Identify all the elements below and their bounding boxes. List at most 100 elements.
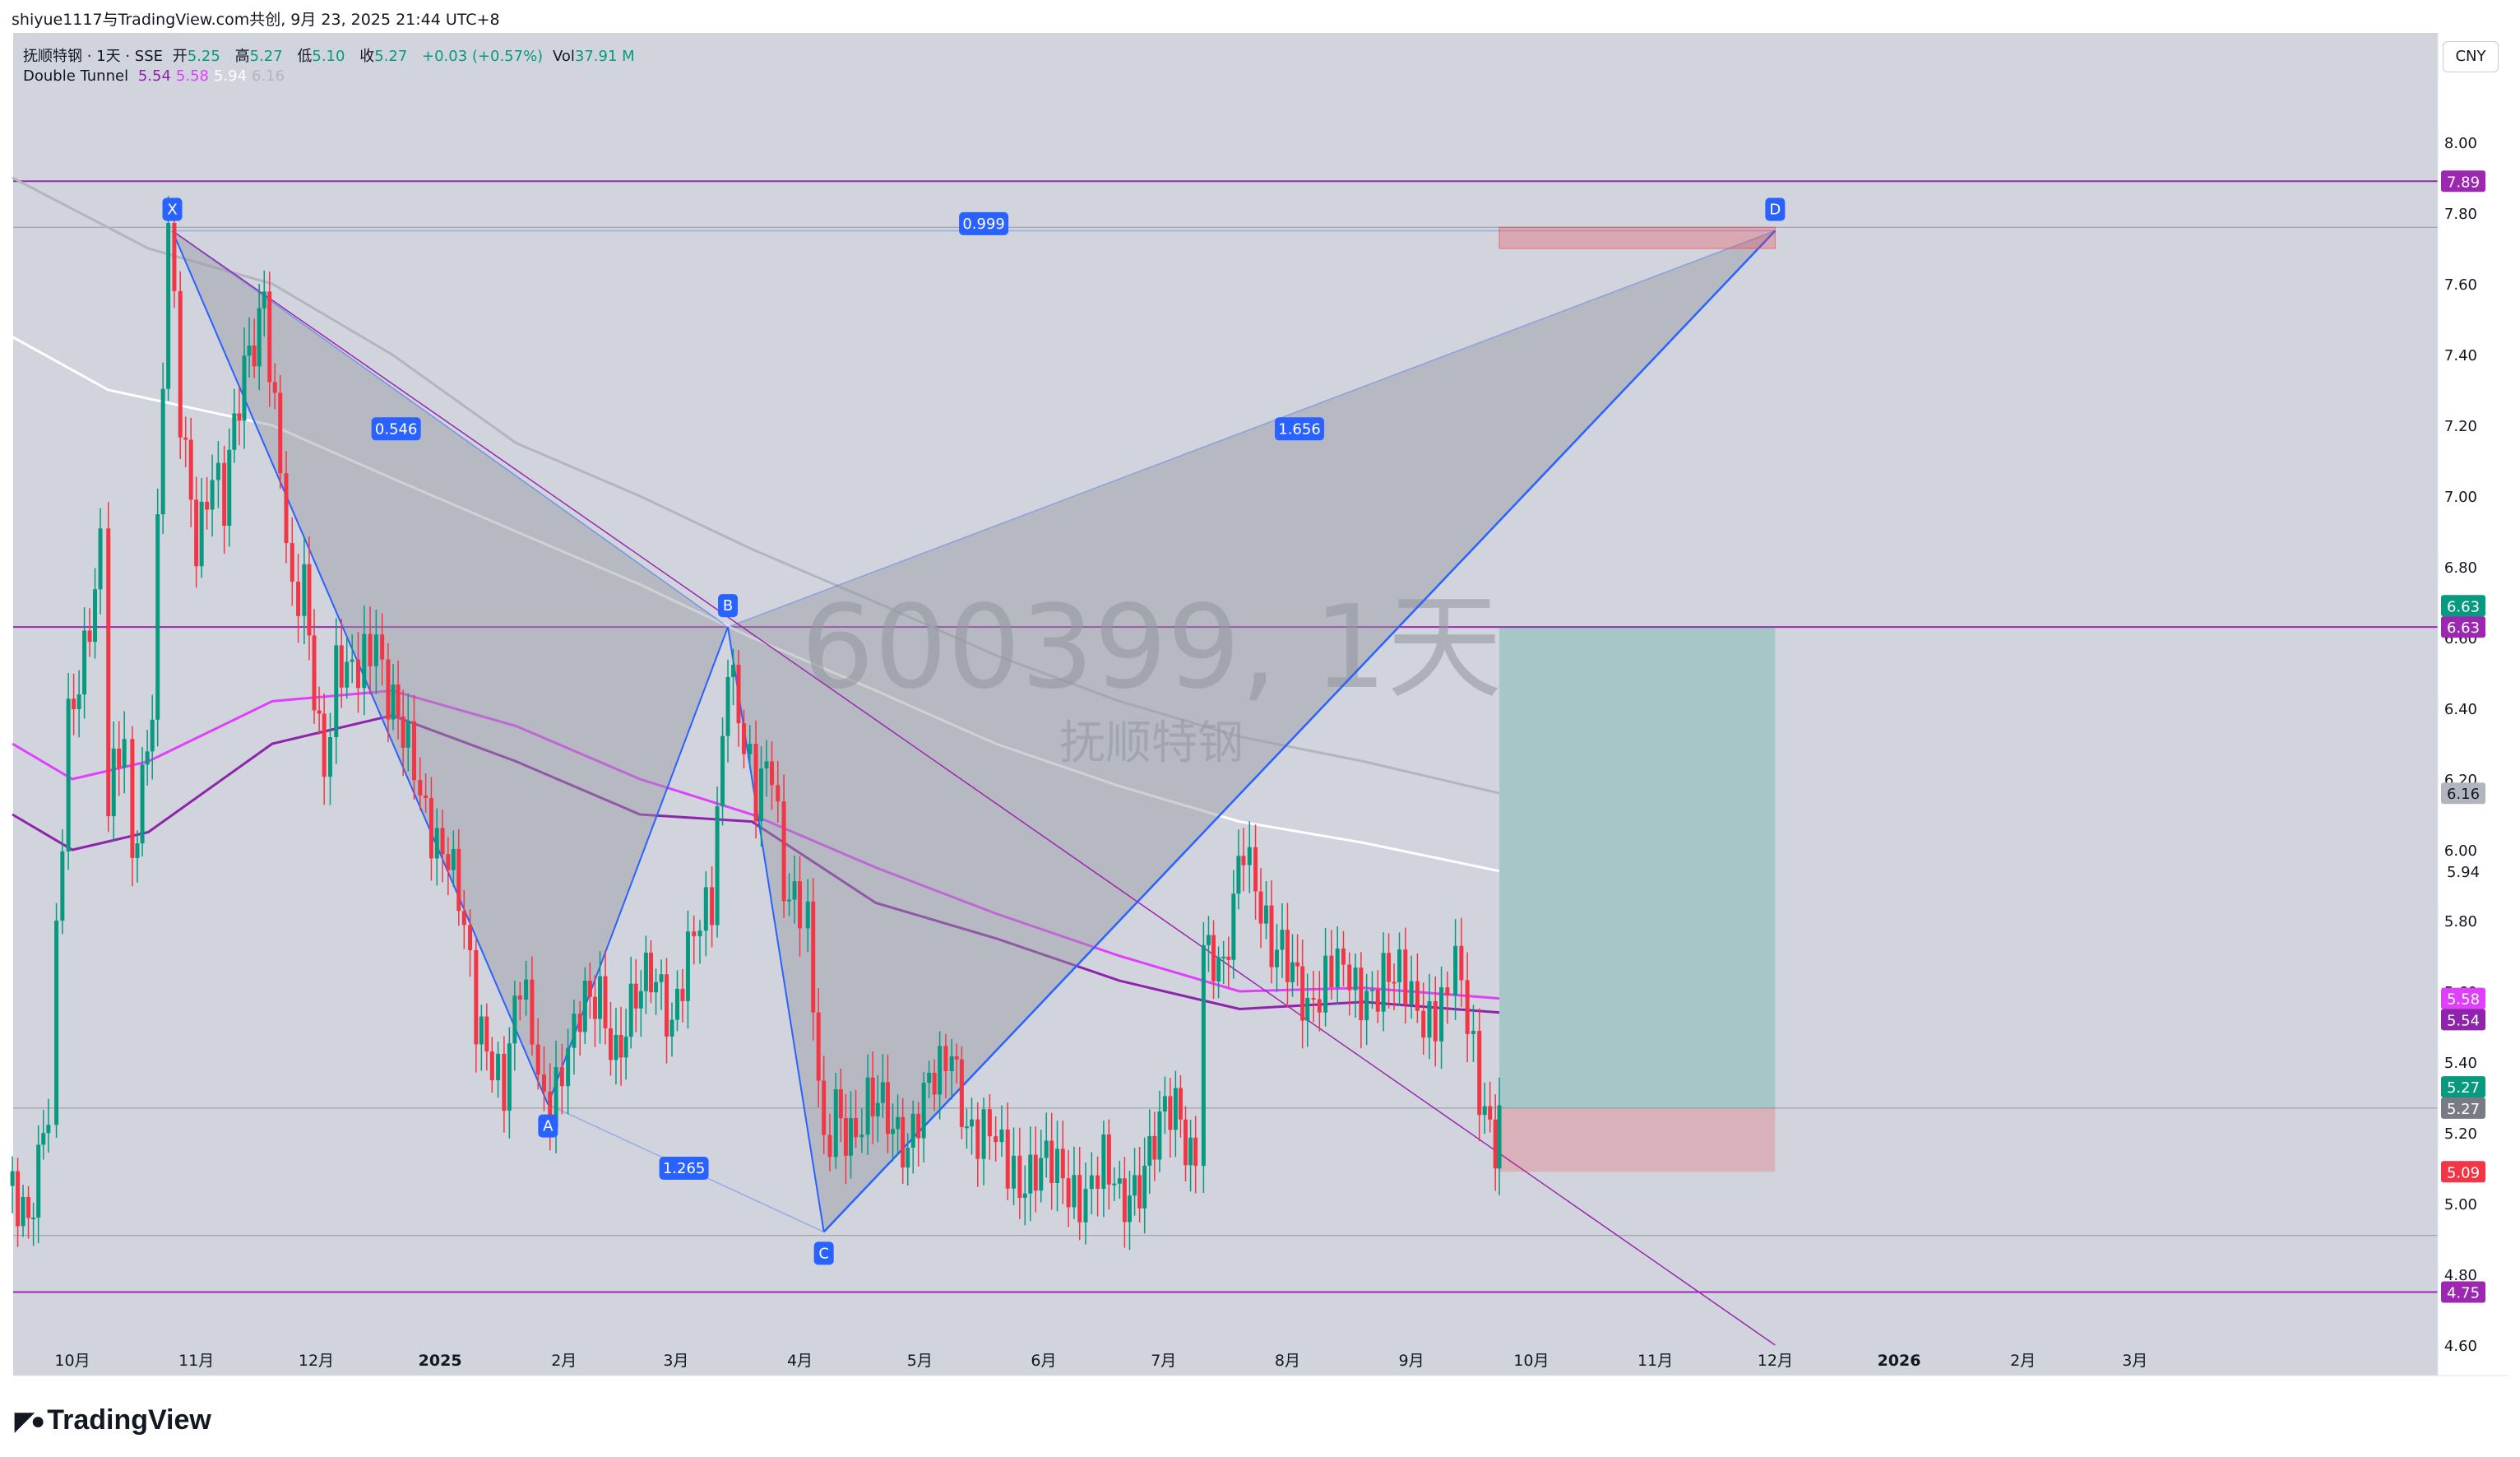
- candle-body[interactable]: [36, 1144, 41, 1218]
- candle-body[interactable]: [130, 739, 135, 858]
- candle-body[interactable]: [822, 1080, 827, 1135]
- candle-body[interactable]: [827, 1135, 832, 1158]
- candle-body[interactable]: [614, 1034, 618, 1060]
- candle-body[interactable]: [1409, 981, 1414, 1005]
- candle-body[interactable]: [166, 223, 171, 389]
- pattern-triangle-xab[interactable]: [172, 230, 729, 1105]
- candle-body[interactable]: [759, 768, 764, 822]
- candle-body[interactable]: [307, 564, 312, 636]
- candle-body[interactable]: [267, 291, 272, 383]
- candle-body[interactable]: [1465, 980, 1470, 1034]
- candle-body[interactable]: [41, 1133, 46, 1145]
- candle-body[interactable]: [1142, 1165, 1147, 1209]
- candle-body[interactable]: [987, 1109, 992, 1137]
- price-label-badge[interactable]: [2441, 1009, 2485, 1031]
- candle-body[interactable]: [1445, 987, 1450, 996]
- candle-body[interactable]: [692, 931, 697, 936]
- candle-body[interactable]: [232, 413, 237, 450]
- candle-body[interactable]: [587, 980, 592, 997]
- candle-body[interactable]: [703, 887, 708, 931]
- trend-line[interactable]: [172, 230, 1776, 1346]
- candle-body[interactable]: [648, 952, 653, 993]
- candle-body[interactable]: [386, 659, 391, 720]
- price-label-badge[interactable]: [2441, 860, 2485, 882]
- candle-body[interactable]: [199, 501, 204, 567]
- candle-body[interactable]: [284, 473, 289, 544]
- candle-body[interactable]: [1005, 1129, 1010, 1189]
- candle-body[interactable]: [1433, 1000, 1438, 1042]
- candle-body[interactable]: [1055, 1148, 1060, 1184]
- candle-body[interactable]: [865, 1077, 870, 1135]
- candle-body[interactable]: [237, 413, 242, 421]
- candle-body[interactable]: [1295, 962, 1300, 967]
- candle-body[interactable]: [428, 798, 433, 859]
- candle-body[interactable]: [327, 736, 332, 777]
- candle-body[interactable]: [906, 1148, 910, 1168]
- price-label-badge[interactable]: [2441, 1076, 2485, 1098]
- candle-body[interactable]: [1168, 1096, 1173, 1130]
- candle-body[interactable]: [1285, 930, 1290, 982]
- candle-body[interactable]: [106, 528, 111, 817]
- candle-body[interactable]: [345, 661, 350, 688]
- candle-body[interactable]: [1022, 1193, 1027, 1198]
- candle-body[interactable]: [317, 710, 322, 714]
- candle-body[interactable]: [577, 1014, 582, 1032]
- candle-body[interactable]: [1206, 935, 1211, 945]
- candle-body[interactable]: [901, 1116, 906, 1168]
- supply-zone-box[interactable]: [1499, 226, 1776, 249]
- price-label-badge[interactable]: [2441, 1161, 2485, 1183]
- candle-body[interactable]: [194, 499, 199, 567]
- candle-body[interactable]: [541, 1074, 546, 1092]
- candle-body[interactable]: [391, 684, 396, 720]
- candle-body[interactable]: [484, 1016, 489, 1052]
- candle-body[interactable]: [72, 698, 76, 709]
- candle-body[interactable]: [150, 719, 155, 752]
- candle-body[interactable]: [530, 979, 535, 1045]
- candle-body[interactable]: [710, 887, 715, 926]
- candle-body[interactable]: [362, 633, 367, 689]
- candle-body[interactable]: [1439, 987, 1444, 1042]
- candle-body[interactable]: [548, 1091, 553, 1127]
- candle-body[interactable]: [210, 480, 215, 510]
- candle-body[interactable]: [272, 382, 277, 393]
- candle-body[interactable]: [1122, 1178, 1127, 1223]
- candle-body[interactable]: [257, 308, 262, 367]
- candle-body[interactable]: [296, 582, 301, 616]
- candle-body[interactable]: [412, 721, 417, 781]
- candle-body[interactable]: [618, 1034, 623, 1058]
- candle-body[interactable]: [339, 645, 344, 688]
- candle-body[interactable]: [1253, 847, 1258, 892]
- candle-body[interactable]: [592, 996, 597, 1019]
- pattern-leg-cd[interactable]: [822, 230, 1777, 1233]
- candle-body[interactable]: [1221, 956, 1226, 958]
- candle-body[interactable]: [155, 514, 160, 720]
- candle-body[interactable]: [322, 713, 327, 777]
- candle-body[interactable]: [1493, 1119, 1498, 1169]
- candle-body[interactable]: [970, 1119, 974, 1127]
- candle-body[interactable]: [1077, 1175, 1082, 1223]
- candle-body[interactable]: [910, 1113, 915, 1148]
- candle-body[interactable]: [669, 1019, 674, 1037]
- candle-body[interactable]: [1236, 856, 1241, 894]
- candle-body[interactable]: [1147, 1135, 1152, 1166]
- candle-body[interactable]: [1280, 930, 1285, 950]
- candle-body[interactable]: [188, 439, 193, 500]
- candle-body[interactable]: [1381, 953, 1386, 1012]
- candle-body[interactable]: [776, 785, 781, 802]
- candle-body[interactable]: [720, 735, 725, 807]
- candle-body[interactable]: [140, 764, 145, 844]
- candle-body[interactable]: [598, 976, 603, 1019]
- candle-body[interactable]: [798, 881, 803, 929]
- candle-body[interactable]: [401, 716, 405, 748]
- candle-body[interactable]: [659, 974, 664, 982]
- candle-body[interactable]: [1152, 1135, 1157, 1160]
- candle-body[interactable]: [66, 698, 71, 851]
- price-label-badge[interactable]: [2441, 616, 2485, 638]
- symbol-title[interactable]: 抚顺特钢 · 1天 · SSE: [23, 48, 164, 65]
- candle-body[interactable]: [1033, 1154, 1038, 1191]
- candle-body[interactable]: [870, 1077, 875, 1116]
- candle-body[interactable]: [1083, 1189, 1088, 1223]
- candle-body[interactable]: [1188, 1137, 1193, 1166]
- candle-body[interactable]: [350, 659, 354, 662]
